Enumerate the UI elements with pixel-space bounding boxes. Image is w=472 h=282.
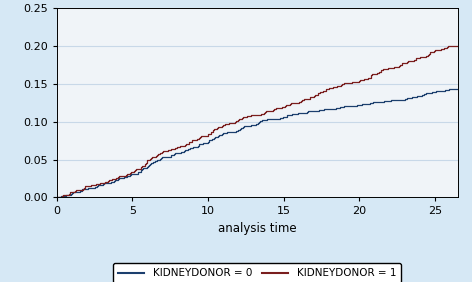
Legend: KIDNEYDONOR = 0, KIDNEYDONOR = 1: KIDNEYDONOR = 0, KIDNEYDONOR = 1 [113, 263, 402, 282]
X-axis label: analysis time: analysis time [218, 222, 296, 235]
